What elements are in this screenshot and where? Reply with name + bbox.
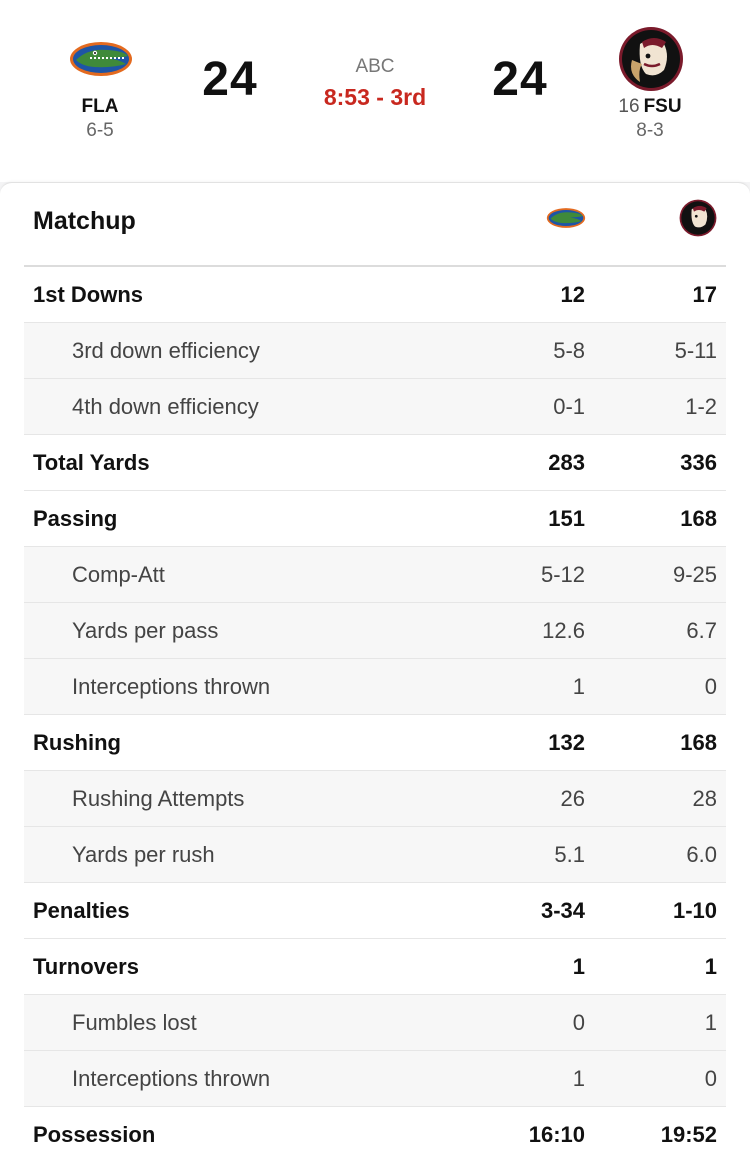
stat-label: Interceptions thrown (72, 674, 271, 699)
stat-row: Passing 151 168 (24, 491, 726, 547)
scoreboard-header: FLA 6-5 24 ABC 8:53 - 3rd 24 16 FSU 8-3 (0, 0, 750, 182)
stat-value-fsu: 1-2 (685, 394, 717, 419)
stat-row: Possession 16:10 19:52 (24, 1107, 726, 1160)
stat-row: Turnovers 1 1 (24, 939, 726, 995)
stat-value-fsu: 336 (680, 450, 717, 475)
stat-value-fla: 151 (548, 506, 585, 531)
stat-label: Turnovers (33, 954, 139, 979)
stat-value-fsu: 0 (704, 674, 717, 699)
stat-value-fla: 132 (548, 730, 585, 755)
stat-value-fsu: 168 (680, 506, 717, 531)
stat-value-fsu: 0 (704, 1066, 717, 1091)
stat-row: Rushing Attempts 26 28 (24, 771, 726, 827)
stat-value-fla: 1 (572, 954, 585, 979)
stat-row: Penalties 3-34 1-10 (24, 883, 726, 939)
stat-value-fla: 5-12 (540, 562, 585, 587)
stat-label: Rushing Attempts (72, 786, 245, 811)
stat-label: Possession (33, 1122, 156, 1147)
stat-row: Rushing 132 168 (24, 715, 726, 771)
stat-label: Yards per rush (72, 842, 215, 867)
stat-row: Interceptions thrown 1 0 (24, 1051, 726, 1107)
seminole-logo-small-icon (679, 199, 717, 237)
game-clock: 8:53 - 3rd (323, 84, 427, 110)
matchup-stats-table: 1st Downs 12 17 3rd down efficiency 5-8 5-11 4… (24, 265, 726, 1160)
stat-label: 3rd down efficiency (72, 338, 260, 363)
stat-label: Total Yards (33, 450, 150, 475)
stat-value-fsu: 28 (692, 786, 717, 811)
stat-value-fsu: 17 (692, 282, 717, 307)
tv-network: ABC (355, 56, 395, 77)
stat-value-fla: 12.6 (542, 618, 585, 643)
away-team-record: 6-5 (86, 120, 114, 141)
stat-value-fsu: 1 (704, 1010, 717, 1035)
matchup-title: Matchup (33, 207, 136, 235)
stat-label: 1st Downs (33, 282, 144, 307)
stat-value-fla: 26 (560, 786, 585, 811)
home-team-score: 24 (492, 53, 548, 106)
stat-value-fla: 5.1 (554, 842, 585, 867)
gator-logo-icon[interactable] (68, 34, 134, 84)
stat-value-fsu: 9-25 (672, 562, 717, 587)
stat-row: Interceptions thrown 1 0 (24, 659, 726, 715)
stat-row: Total Yards 283 336 (24, 435, 726, 491)
home-team-record: 8-3 (636, 120, 664, 141)
stat-value-fsu: 6.0 (686, 842, 717, 867)
stat-label: Rushing (33, 730, 121, 755)
stat-value-fsu: 1 (704, 954, 717, 979)
stat-row: 1st Downs 12 17 (24, 267, 726, 323)
stat-label: Passing (33, 506, 118, 531)
stat-value-fla: 5-8 (553, 338, 585, 363)
stat-row: Yards per pass 12.6 6.7 (24, 603, 726, 659)
stat-value-fsu: 1-10 (672, 898, 717, 923)
away-team-abbr[interactable]: FLA (81, 96, 119, 117)
stat-label: 4th down efficiency (72, 394, 259, 419)
home-team-rank: 16 (618, 96, 640, 117)
stat-value-fsu: 168 (680, 730, 717, 755)
seminole-logo-icon[interactable] (618, 26, 684, 92)
stat-label: Penalties (33, 898, 130, 923)
stat-row: 3rd down efficiency 5-8 5-11 (24, 323, 726, 379)
home-team-abbr-text: FSU (643, 96, 682, 117)
gator-logo-small-icon (546, 208, 586, 228)
stat-value-fla: 16:10 (528, 1122, 585, 1147)
stat-label: Yards per pass (72, 618, 219, 643)
home-team-abbr[interactable]: 16 FSU (580, 96, 720, 118)
stat-value-fla: 0-1 (553, 394, 585, 419)
stat-value-fsu: 19:52 (660, 1122, 717, 1147)
stat-row: Yards per rush 5.1 6.0 (24, 827, 726, 883)
stat-row: Fumbles lost 0 1 (24, 995, 726, 1051)
stat-label: Fumbles lost (72, 1010, 197, 1035)
stat-row: Comp-Att 5-12 9-25 (24, 547, 726, 603)
stat-value-fla: 1 (572, 674, 585, 699)
stat-value-fla: 3-34 (540, 898, 585, 923)
stat-value-fla: 0 (572, 1010, 585, 1035)
away-team-score: 24 (202, 53, 258, 106)
stat-value-fla: 12 (560, 282, 585, 307)
stat-value-fla: 283 (548, 450, 585, 475)
stat-row: 4th down efficiency 0-1 1-2 (24, 379, 726, 435)
stat-value-fla: 1 (572, 1066, 585, 1091)
stat-value-fsu: 5-11 (674, 338, 717, 363)
matchup-card: Matchup 1st Downs 12 17 3rd down efficiency… (0, 182, 750, 1160)
stat-value-fsu: 6.7 (686, 618, 717, 643)
stat-label: Comp-Att (72, 562, 165, 587)
stat-label: Interceptions thrown (72, 1066, 271, 1091)
